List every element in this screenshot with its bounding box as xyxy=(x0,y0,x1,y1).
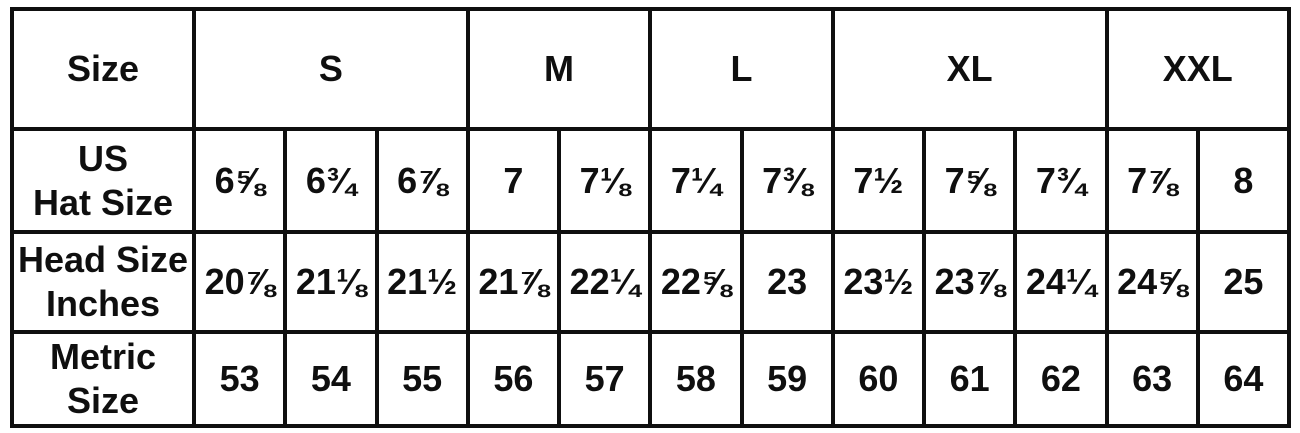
header-row: Size S M L XL XXL xyxy=(10,7,1291,131)
us-hat-size-value: 6⅝ xyxy=(191,127,288,234)
us-hat-size-value: 7 xyxy=(465,127,562,234)
us-hat-size-value: 8 xyxy=(1195,127,1292,234)
size-group-header-xxl: XXL xyxy=(1104,7,1291,131)
size-group-header-xl: XL xyxy=(830,7,1109,131)
us-hat-size-value: 7½ xyxy=(830,127,927,234)
size-group-header-m: M xyxy=(465,7,653,131)
metric-size-value: 62 xyxy=(1013,330,1109,428)
metric-size-value: 56 xyxy=(465,330,562,428)
metric-size-value: 64 xyxy=(1195,330,1292,428)
metric-size-value: 54 xyxy=(283,330,379,428)
us-hat-size-value: 6¾ xyxy=(283,127,379,234)
row-label-metric-size: Metric Size xyxy=(10,330,196,428)
head-size-inches-row: Head Size Inches 20⅞ 21⅛ 21½ 21⅞ 22¼ 22⅝… xyxy=(10,230,1292,334)
us-hat-size-value: 7⅞ xyxy=(1104,127,1200,234)
size-group-header-l: L xyxy=(648,7,835,131)
head-size-value: 21½ xyxy=(374,230,470,334)
metric-size-value: 60 xyxy=(830,330,927,428)
head-size-value: 21⅞ xyxy=(465,230,562,334)
head-size-value: 24¼ xyxy=(1013,230,1109,334)
head-size-value: 23½ xyxy=(830,230,927,334)
metric-size-value: 58 xyxy=(648,330,744,428)
head-size-value: 21⅛ xyxy=(283,230,379,334)
head-size-value: 22¼ xyxy=(556,230,653,334)
us-hat-size-value: 7¾ xyxy=(1013,127,1109,234)
hat-size-chart-table: Size S M L XL XXL US Hat Size 6⅝ 6¾ 6⅞ 7… xyxy=(10,7,1292,428)
us-hat-size-value: 7⅝ xyxy=(921,127,1018,234)
metric-size-value: 57 xyxy=(556,330,653,428)
head-size-value: 23 xyxy=(739,230,835,334)
us-hat-size-value: 7¼ xyxy=(648,127,744,234)
head-size-value: 23⅞ xyxy=(921,230,1018,334)
us-hat-size-row: US Hat Size 6⅝ 6¾ 6⅞ 7 7⅛ 7¼ 7⅜ 7½ 7⅝ 7¾… xyxy=(10,127,1292,234)
us-hat-size-value: 6⅞ xyxy=(374,127,470,234)
size-corner-header: Size xyxy=(10,7,196,131)
size-group-header-s: S xyxy=(192,7,470,131)
head-size-value: 20⅞ xyxy=(191,230,288,334)
row-label-us-hat-size: US Hat Size xyxy=(10,127,196,234)
us-hat-size-value: 7⅜ xyxy=(739,127,835,234)
metric-size-value: 53 xyxy=(191,330,288,428)
row-label-head-size-inches: Head Size Inches xyxy=(10,230,196,334)
head-size-value: 22⅝ xyxy=(648,230,744,334)
metric-size-value: 61 xyxy=(921,330,1018,428)
head-size-value: 24⅝ xyxy=(1104,230,1200,334)
metric-size-row: Metric Size 53 54 55 56 57 58 59 60 61 6… xyxy=(10,330,1292,428)
us-hat-size-value: 7⅛ xyxy=(556,127,653,234)
metric-size-value: 63 xyxy=(1104,330,1200,428)
metric-size-value: 55 xyxy=(374,330,470,428)
head-size-value: 25 xyxy=(1195,230,1292,334)
metric-size-value: 59 xyxy=(739,330,835,428)
